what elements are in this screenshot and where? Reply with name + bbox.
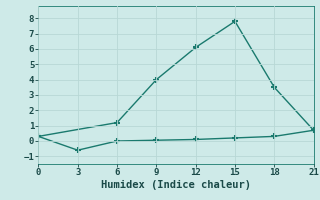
X-axis label: Humidex (Indice chaleur): Humidex (Indice chaleur): [101, 180, 251, 190]
